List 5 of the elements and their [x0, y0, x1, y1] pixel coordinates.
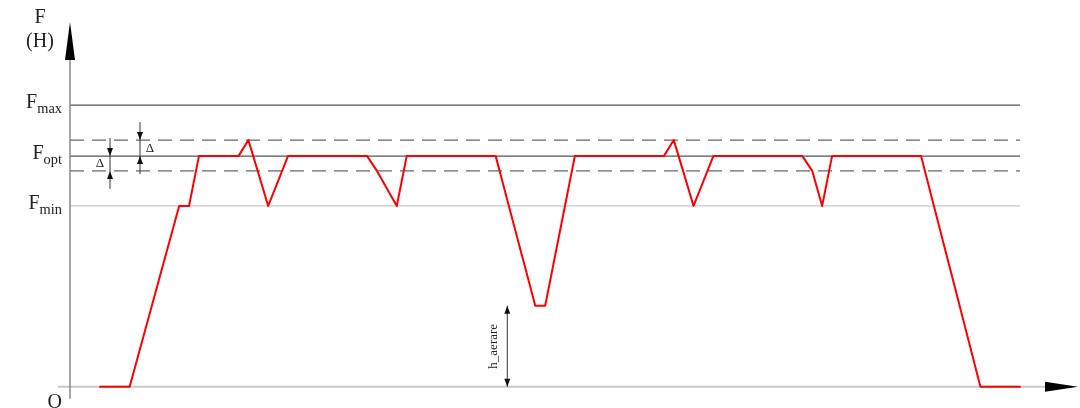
- annotation: Δ: [95, 154, 105, 170]
- annotation: h_aerare: [484, 323, 500, 369]
- ref-line-label: O: [47, 389, 63, 408]
- y-axis-title: F (H): [26, 5, 54, 53]
- annotation: Δ: [145, 139, 155, 155]
